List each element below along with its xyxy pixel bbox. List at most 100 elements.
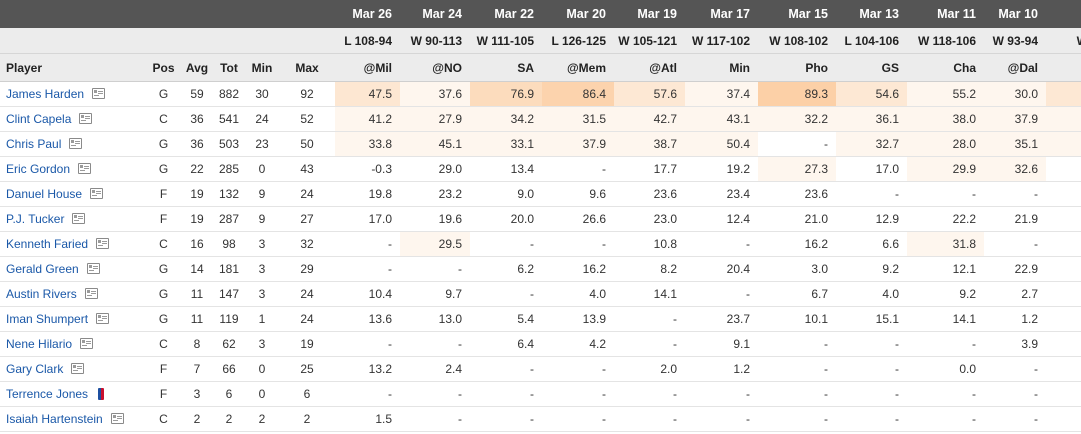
fantasy-points-cell: 31.8 bbox=[907, 231, 984, 257]
fantasy-points-cell: 1.2 bbox=[984, 306, 1046, 332]
player-name-link[interactable]: Terrence Jones bbox=[6, 387, 89, 401]
player-max-cell: 25 bbox=[279, 356, 335, 382]
fantasy-points-cell: - bbox=[984, 406, 1046, 432]
fantasy-points-cell: - bbox=[542, 406, 614, 432]
player-max-cell: 52 bbox=[279, 106, 335, 132]
player-name-link[interactable]: Nene Hilario bbox=[6, 337, 73, 351]
player-row: Gary Clark F 7 66 0 25 13.2 2.4- -2.0 1.2- -0.0- bbox=[0, 356, 1081, 382]
player-name-link[interactable]: Iman Shumpert bbox=[6, 312, 89, 326]
fantasy-points-cell: 10.8 bbox=[614, 231, 685, 257]
player-name-link[interactable]: Gary Clark bbox=[6, 362, 64, 376]
player-name-link[interactable]: P.J. Tucker bbox=[6, 212, 65, 226]
player-card-icon[interactable] bbox=[79, 113, 93, 124]
player-name-link[interactable]: Austin Rivers bbox=[6, 287, 77, 301]
fantasy-points-cell: - bbox=[685, 231, 758, 257]
date-header-row: Mar 26 Mar 24 Mar 22 Mar 20 Mar 19 Mar 17 Mar … bbox=[0, 0, 1081, 28]
game-date-header: Mar 20 bbox=[542, 0, 614, 28]
player-name-link[interactable]: James Harden bbox=[6, 87, 85, 101]
fantasy-points-cell: 41.2 bbox=[335, 106, 400, 132]
game-opponent-header[interactable]: SA bbox=[470, 53, 542, 82]
fantasy-points-cell: - bbox=[335, 381, 400, 407]
player-name-link[interactable]: Kenneth Faried bbox=[6, 237, 89, 251]
fantasy-points-cell: 21.0 bbox=[758, 206, 836, 232]
result-header-row: L 108-94 W 90-113 W 111-105 L 126-125 W 105-… bbox=[0, 28, 1081, 54]
player-name-link[interactable]: Gerald Green bbox=[6, 262, 79, 276]
game-opponent-header[interactable]: Pho bbox=[758, 53, 836, 82]
game-opponent-header[interactable]: Min bbox=[685, 53, 758, 82]
player-cell: Chris Paul bbox=[0, 131, 146, 157]
fantasy-points-cell: 12.9 bbox=[836, 206, 907, 232]
fantasy-points-cell: - bbox=[685, 281, 758, 307]
player-min-cell: 9 bbox=[245, 206, 279, 232]
game-opponent-header[interactable]: @Mem bbox=[542, 53, 614, 82]
player-row: Kenneth Faried C 16 98 3 32-29.5- -10.8-16.2 6.… bbox=[0, 231, 1081, 257]
player-pos-cell: C bbox=[146, 106, 181, 132]
game-date-header: Mar 22 bbox=[470, 0, 542, 28]
fantasy-points-cell: -0.3 bbox=[335, 156, 400, 182]
player-card-icon[interactable] bbox=[92, 88, 106, 99]
player-max-cell: 27 bbox=[279, 206, 335, 232]
fantasy-points-cell bbox=[1046, 306, 1081, 332]
col-header-player[interactable]: Player bbox=[0, 53, 146, 82]
player-card-icon[interactable] bbox=[96, 313, 110, 324]
player-name-link[interactable]: Clint Capela bbox=[6, 112, 72, 126]
fantasy-points-cell: 13.6 bbox=[335, 306, 400, 332]
player-cell: James Harden bbox=[0, 81, 146, 107]
player-name-link[interactable]: Eric Gordon bbox=[6, 162, 71, 176]
fantasy-points-cell: 27.3 bbox=[758, 156, 836, 182]
fantasy-points-cell: - bbox=[400, 256, 470, 282]
player-name-link[interactable]: Danuel House bbox=[6, 187, 83, 201]
player-card-icon[interactable] bbox=[78, 163, 92, 174]
player-pos-cell: G bbox=[146, 306, 181, 332]
col-header-min[interactable]: Min bbox=[245, 53, 279, 82]
fantasy-points-cell: 28.0 bbox=[907, 131, 984, 157]
player-card-icon[interactable] bbox=[69, 138, 83, 149]
player-name-link[interactable]: Isaiah Hartenstein bbox=[6, 412, 103, 426]
fantasy-points-cell: 22.2 bbox=[907, 206, 984, 232]
fantasy-points-cell: 89.3 bbox=[758, 81, 836, 107]
fantasy-points-cell: 19.8 bbox=[335, 181, 400, 207]
col-header-avg[interactable]: Avg bbox=[181, 53, 213, 82]
game-opponent-header[interactable]: @Mil bbox=[335, 53, 400, 82]
fantasy-points-cell: - bbox=[400, 406, 470, 432]
player-avg-cell: 36 bbox=[181, 131, 213, 157]
fantasy-points-cell: - bbox=[542, 231, 614, 257]
player-pos-cell: C bbox=[146, 406, 181, 432]
fantasy-points-cell: - bbox=[470, 231, 542, 257]
player-card-icon[interactable] bbox=[71, 363, 85, 374]
player-card-icon[interactable] bbox=[80, 338, 94, 349]
player-row: Eric Gordon G 22 285 0 43 -0.3 29.0 13.4-17.7 19.… bbox=[0, 156, 1081, 182]
game-opponent-header[interactable]: GS bbox=[836, 53, 907, 82]
player-avg-cell: 2 bbox=[181, 406, 213, 432]
player-tot-cell: 119 bbox=[213, 306, 245, 332]
player-avg-cell: 36 bbox=[181, 106, 213, 132]
fantasy-points-cell: 33.8 bbox=[335, 131, 400, 157]
player-card-icon[interactable] bbox=[84, 288, 98, 299]
player-card-icon[interactable] bbox=[90, 188, 104, 199]
fantasy-points-cell: 17.0 bbox=[836, 156, 907, 182]
player-name-link[interactable]: Chris Paul bbox=[6, 137, 62, 151]
player-card-icon[interactable] bbox=[72, 213, 86, 224]
fantasy-points-cell: 29.9 bbox=[907, 156, 984, 182]
fantasy-points-cell: 32.7 bbox=[836, 131, 907, 157]
game-opponent-header[interactable]: @Atl bbox=[614, 53, 685, 82]
player-card-icon[interactable] bbox=[110, 413, 124, 424]
player-min-cell: 0 bbox=[245, 356, 279, 382]
player-card-icon[interactable] bbox=[86, 263, 100, 274]
fantasy-points-cell: 6.7 bbox=[758, 281, 836, 307]
game-opponent-header[interactable]: @NO bbox=[400, 53, 470, 82]
fantasy-points-cell: 31.5 bbox=[542, 106, 614, 132]
game-opponent-header[interactable]: @Dal bbox=[984, 53, 1046, 82]
col-header-max[interactable]: Max bbox=[279, 53, 335, 82]
game-opponent-header[interactable] bbox=[1046, 53, 1081, 82]
player-card-icon[interactable] bbox=[96, 238, 110, 249]
game-opponent-header[interactable]: Cha bbox=[907, 53, 984, 82]
col-header-tot[interactable]: Tot bbox=[213, 53, 245, 82]
player-avg-cell: 7 bbox=[181, 356, 213, 382]
player-min-cell: 3 bbox=[245, 281, 279, 307]
game-date-header: Mar 10 bbox=[984, 0, 1046, 28]
player-tot-cell: 147 bbox=[213, 281, 245, 307]
col-header-pos[interactable]: Pos bbox=[146, 53, 181, 82]
fantasy-points-cell: 4.2 bbox=[542, 331, 614, 357]
fantasy-points-cell bbox=[1046, 206, 1081, 232]
